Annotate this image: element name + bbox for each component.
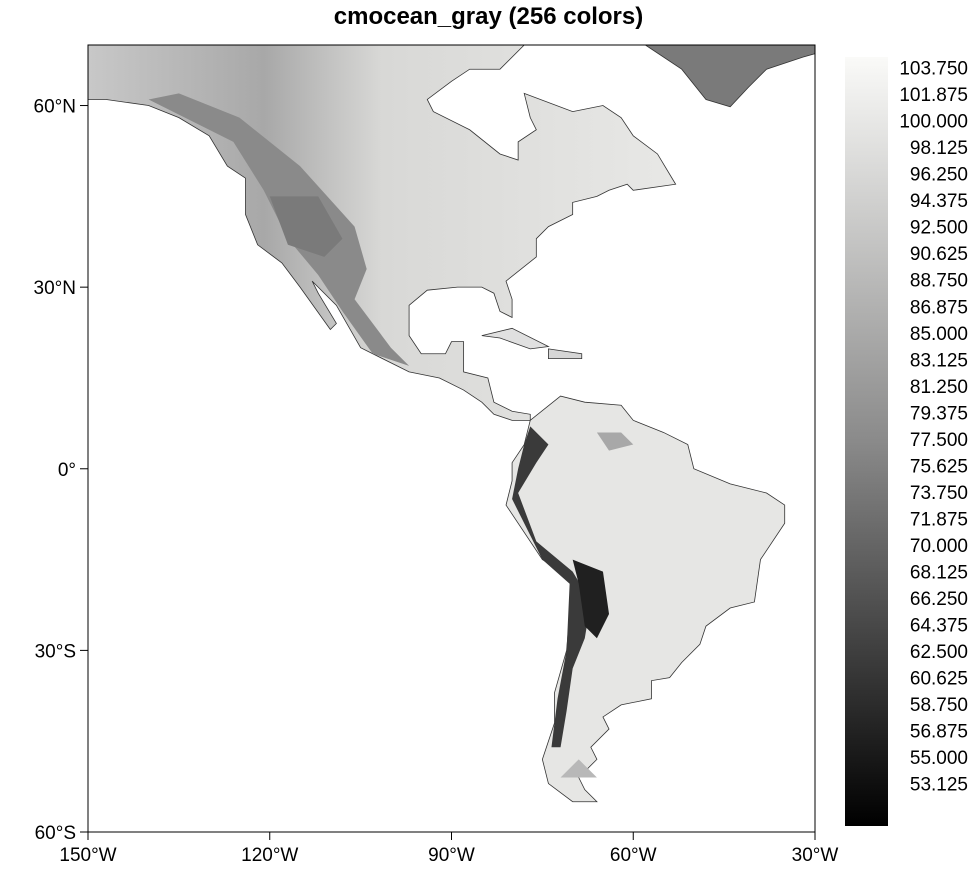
x-tick-label: 30°W xyxy=(792,845,839,866)
south-america xyxy=(505,395,786,803)
colorbar-label: 73.750 xyxy=(910,483,968,504)
altiplano xyxy=(572,559,610,639)
colorbar-label: 64.375 xyxy=(910,615,968,636)
colorbar-label: 103.750 xyxy=(899,59,968,80)
colorbar-label: 85.000 xyxy=(910,324,968,345)
colorbar-label: 71.875 xyxy=(910,509,968,530)
colorbar-label: 79.375 xyxy=(910,403,968,424)
great-basin xyxy=(269,196,343,257)
colorbar-label: 92.500 xyxy=(910,218,968,239)
chart-title: cmocean_gray (256 colors) xyxy=(333,3,644,30)
x-tick-label: 90°W xyxy=(428,845,475,866)
colorbar-label: 100.000 xyxy=(899,112,968,133)
colorbar-label: 94.375 xyxy=(910,191,968,212)
y-tick-label: 30°S xyxy=(35,641,76,662)
x-tick-label: 60°W xyxy=(610,845,657,866)
colorbar-label: 53.125 xyxy=(910,775,968,796)
colorbar-label: 77.500 xyxy=(910,430,968,451)
colorbar-label: 55.000 xyxy=(910,748,968,769)
colorbar-label: 90.625 xyxy=(910,244,968,265)
colorbar-label: 86.875 xyxy=(910,297,968,318)
y-tick-label: 30°N xyxy=(34,278,76,299)
colorbar-label: 66.250 xyxy=(910,589,968,610)
colorbar-label: 98.125 xyxy=(910,138,968,159)
colorbar xyxy=(845,57,888,826)
colorbar-label: 62.500 xyxy=(910,642,968,663)
colorbar-label: 60.625 xyxy=(910,669,968,690)
colorbar-label: 70.000 xyxy=(910,536,968,557)
hispaniola xyxy=(548,348,583,359)
greenland xyxy=(644,45,815,108)
y-tick-label: 60°N xyxy=(34,97,76,118)
y-tick-label: 0° xyxy=(58,460,76,481)
guiana-highlands xyxy=(596,432,634,451)
andes xyxy=(512,426,591,748)
colorbar-label: 83.125 xyxy=(910,350,968,371)
colorbar-label: 88.750 xyxy=(910,271,968,292)
colorbar-label: 75.625 xyxy=(910,456,968,477)
colorbar-label: 68.125 xyxy=(910,562,968,583)
rocky-mountains xyxy=(148,93,410,366)
x-tick-label: 150°W xyxy=(59,845,116,866)
colorbar-label: 56.875 xyxy=(910,722,968,743)
patagonia xyxy=(560,759,597,778)
colorbar-label: 81.250 xyxy=(910,377,968,398)
colorbar-label: 101.875 xyxy=(899,85,968,106)
y-tick-label: 60°S xyxy=(35,823,76,844)
x-tick-label: 120°W xyxy=(241,845,298,866)
colorbar-label: 96.250 xyxy=(910,165,968,186)
cuba xyxy=(481,327,550,350)
colorbar-label: 58.750 xyxy=(910,695,968,716)
